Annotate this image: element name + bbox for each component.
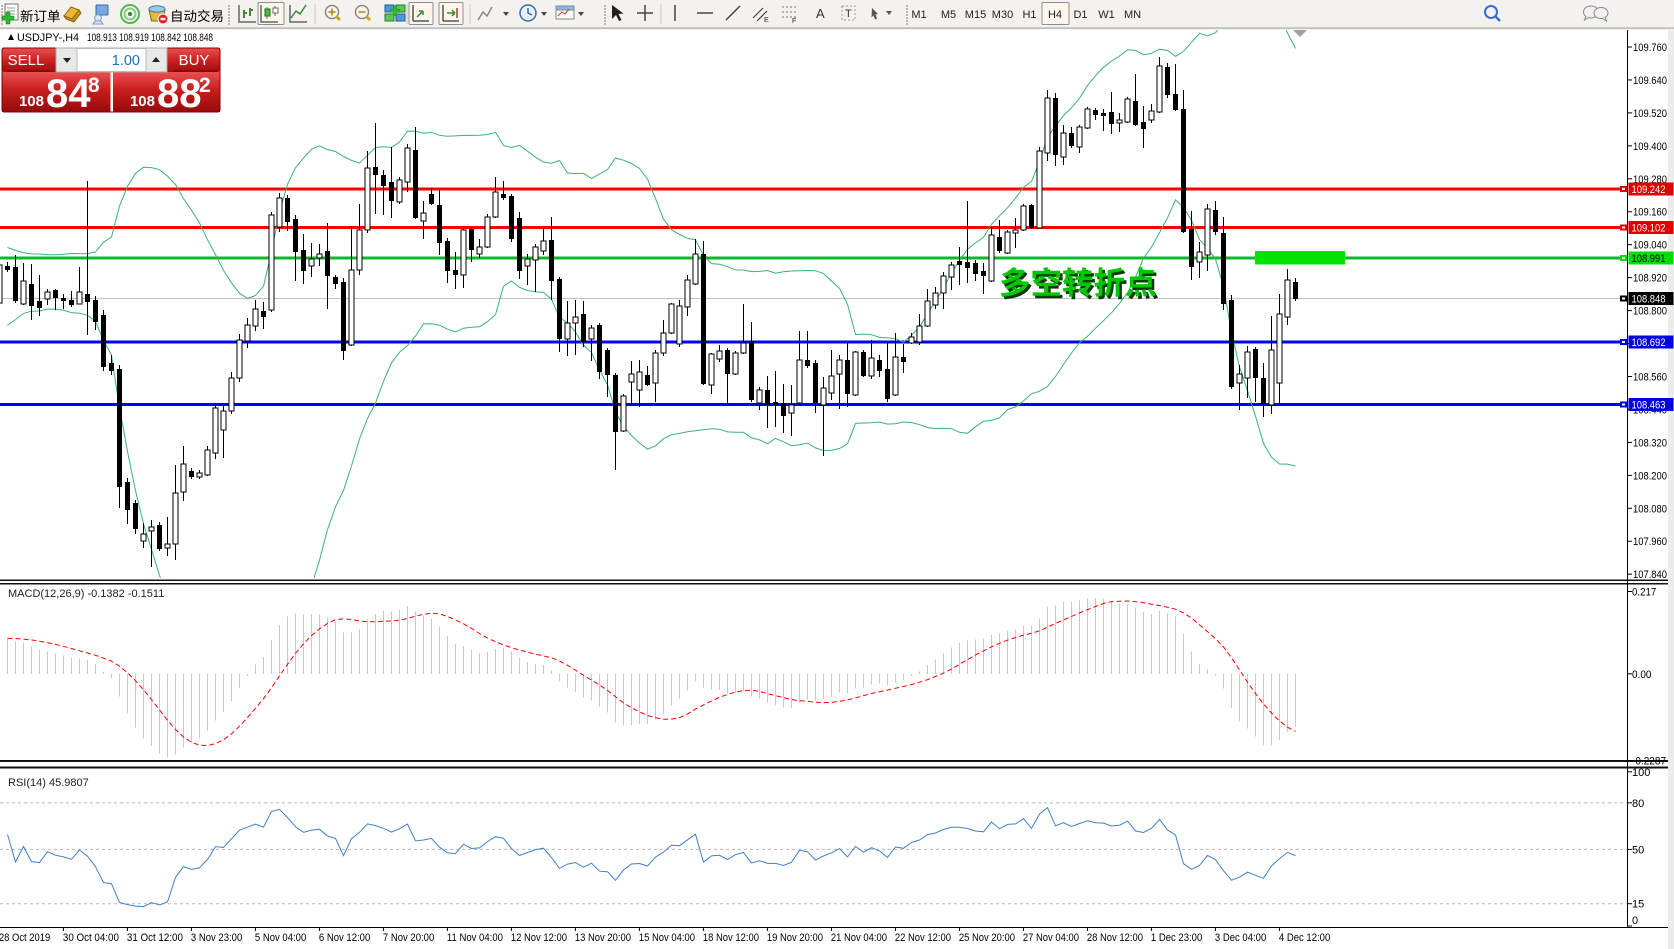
svg-text:7 Nov 20:00: 7 Nov 20:00 — [383, 932, 434, 944]
svg-text:108.692: 108.692 — [1632, 337, 1666, 349]
svg-text:108.320: 108.320 — [1633, 437, 1667, 449]
svg-text:0.00: 0.00 — [1632, 669, 1651, 681]
svg-text:109.520: 109.520 — [1633, 108, 1667, 120]
svg-text:4 Dec 12:00: 4 Dec 12:00 — [1279, 932, 1330, 944]
svg-text:W1: W1 — [1098, 9, 1115, 21]
svg-text:MN: MN — [1124, 9, 1141, 21]
svg-text:109.040: 109.040 — [1633, 240, 1667, 252]
svg-text:31 Oct 12:00: 31 Oct 12:00 — [127, 932, 183, 944]
svg-text:M1: M1 — [911, 9, 926, 21]
svg-text:M5: M5 — [941, 9, 956, 21]
svg-text:108.800: 108.800 — [1633, 306, 1667, 318]
svg-text:1.00: 1.00 — [112, 53, 140, 69]
svg-text:80: 80 — [1632, 798, 1644, 810]
svg-text:5 Nov 04:00: 5 Nov 04:00 — [255, 932, 306, 944]
svg-text:28 Oct 2019: 28 Oct 2019 — [0, 932, 50, 944]
svg-text:22 Nov 12:00: 22 Nov 12:00 — [895, 932, 951, 944]
svg-text:108.200: 108.200 — [1633, 470, 1667, 482]
svg-text:108: 108 — [130, 93, 155, 110]
svg-text:3 Nov 23:00: 3 Nov 23:00 — [191, 932, 242, 944]
svg-text:0: 0 — [1632, 915, 1638, 927]
svg-text:6 Nov 12:00: 6 Nov 12:00 — [319, 932, 370, 944]
svg-text:USDJPY-,H4: USDJPY-,H4 — [17, 32, 79, 44]
svg-text:108.913 108.919 108.842 108.84: 108.913 108.919 108.842 108.848 — [87, 32, 213, 44]
svg-text:18 Nov 12:00: 18 Nov 12:00 — [703, 932, 759, 944]
svg-text:30 Oct 04:00: 30 Oct 04:00 — [63, 932, 119, 944]
svg-text:E: E — [764, 17, 769, 24]
svg-text:2: 2 — [199, 74, 211, 97]
svg-text:11 Nov 04:00: 11 Nov 04:00 — [447, 932, 503, 944]
svg-text:RSI(14) 45.9807: RSI(14) 45.9807 — [8, 777, 89, 789]
svg-text:109.102: 109.102 — [1632, 223, 1666, 235]
svg-text:M15: M15 — [965, 9, 986, 21]
svg-text:50: 50 — [1632, 844, 1644, 856]
svg-text:100: 100 — [1632, 767, 1650, 779]
svg-text:3 Dec 04:00: 3 Dec 04:00 — [1215, 932, 1266, 944]
svg-text:109.160: 109.160 — [1633, 207, 1667, 219]
svg-text:D1: D1 — [1073, 9, 1087, 21]
svg-text:1 Dec 23:00: 1 Dec 23:00 — [1151, 932, 1202, 944]
svg-text:MACD(12,26,9) -0.1382 -0.1511: MACD(12,26,9) -0.1382 -0.1511 — [8, 588, 164, 600]
svg-text:SELL: SELL — [8, 52, 45, 69]
svg-text:13 Nov 20:00: 13 Nov 20:00 — [575, 932, 631, 944]
svg-text:108.848: 108.848 — [1632, 294, 1666, 306]
svg-text:T: T — [845, 8, 852, 20]
svg-text:27 Nov 04:00: 27 Nov 04:00 — [1023, 932, 1079, 944]
svg-text:19 Nov 20:00: 19 Nov 20:00 — [767, 932, 823, 944]
svg-text:109.400: 109.400 — [1633, 141, 1667, 153]
svg-text:108: 108 — [19, 93, 44, 110]
svg-text:0.217: 0.217 — [1632, 586, 1656, 598]
svg-text:108.080: 108.080 — [1633, 503, 1667, 515]
svg-text:109.242: 109.242 — [1632, 184, 1666, 196]
svg-text:A: A — [816, 6, 825, 21]
svg-text:15: 15 — [1632, 899, 1644, 911]
svg-text:H4: H4 — [1048, 9, 1062, 21]
svg-text:12 Nov 12:00: 12 Nov 12:00 — [511, 932, 567, 944]
svg-text:28 Nov 12:00: 28 Nov 12:00 — [1087, 932, 1143, 944]
svg-text:-0.2287: -0.2287 — [1632, 756, 1666, 768]
svg-text:21 Nov 04:00: 21 Nov 04:00 — [831, 932, 887, 944]
svg-text:108.991: 108.991 — [1632, 253, 1666, 265]
svg-text:H1: H1 — [1022, 9, 1036, 21]
svg-text:84: 84 — [46, 72, 91, 116]
svg-text:88: 88 — [157, 72, 202, 116]
svg-text:109.640: 109.640 — [1633, 75, 1667, 87]
svg-text:8: 8 — [88, 74, 100, 97]
svg-text:M30: M30 — [992, 9, 1013, 21]
svg-text:F: F — [792, 18, 796, 25]
svg-text:15 Nov 04:00: 15 Nov 04:00 — [639, 932, 695, 944]
svg-text:107.840: 107.840 — [1633, 569, 1667, 581]
svg-text:BUY: BUY — [179, 52, 210, 69]
svg-text:107.960: 107.960 — [1633, 536, 1667, 548]
svg-text:109.760: 109.760 — [1633, 42, 1667, 54]
svg-text:25 Nov 20:00: 25 Nov 20:00 — [959, 932, 1015, 944]
svg-text:108.560: 108.560 — [1633, 371, 1667, 383]
svg-text:108.920: 108.920 — [1633, 273, 1667, 285]
svg-text:108.463: 108.463 — [1632, 400, 1666, 412]
